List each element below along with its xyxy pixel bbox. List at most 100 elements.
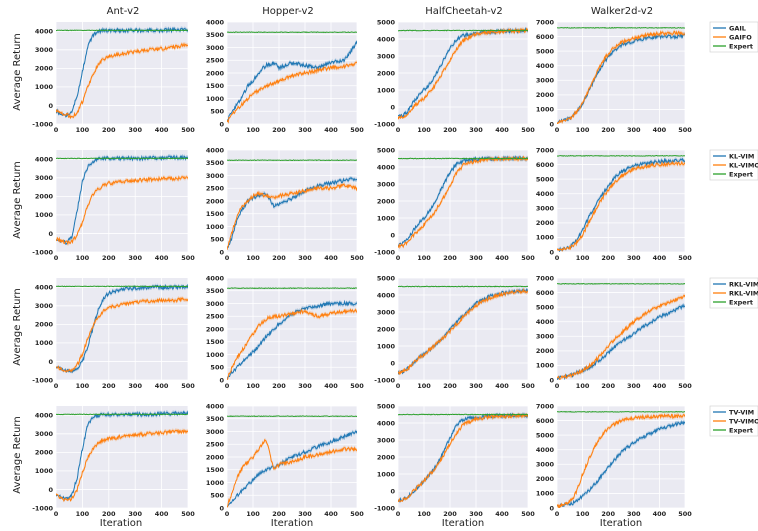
x-tick-label: 500 — [181, 126, 195, 134]
x-tick-label: 500 — [181, 382, 195, 390]
series-band-RKL-VIMO — [557, 293, 685, 380]
col-title-ant: Ant-v2 — [107, 6, 140, 17]
series-line-Expert — [398, 29, 528, 32]
y-tick-label: 0 — [390, 103, 395, 111]
series-line-Expert — [56, 413, 188, 416]
x-tick-label: 100 — [76, 510, 90, 518]
x-tick-label: 200 — [102, 254, 116, 262]
x-tick-label: 0 — [225, 510, 230, 518]
y-tick-label: 4000 — [536, 318, 555, 326]
y-tick-label: 3000 — [377, 436, 396, 444]
x-tick-label: 400 — [324, 510, 338, 518]
x-tick-label: 100 — [417, 254, 431, 262]
y-tick-label: 1000 — [206, 223, 225, 231]
y-tick-label: 4000 — [377, 291, 396, 299]
series-line-Expert — [398, 285, 528, 288]
x-tick-label: 500 — [181, 254, 195, 262]
x-tick-label: 0 — [54, 510, 59, 518]
series-band-RKL-VIM — [557, 302, 685, 380]
series-line-TV-VIMO — [398, 412, 528, 503]
series-band-RKL-VIMO — [227, 307, 357, 380]
x-tick-label: 100 — [76, 126, 90, 134]
y-tick-label: 3000 — [35, 430, 54, 438]
xlabel-col-3: Iteration — [600, 518, 642, 529]
y-tick-label: 7000 — [536, 146, 555, 154]
x-tick-label: 300 — [627, 126, 641, 134]
x-tick-label: 0 — [555, 254, 560, 262]
y-tick-label: 0 — [48, 230, 53, 238]
y-tick-label: 3000 — [377, 308, 396, 316]
panel-0-1: 0 500 1000 1500 2000 2500 3000 3500 4000 0 100 200 3… — [206, 18, 364, 134]
y-tick-label: 500 — [210, 108, 224, 116]
series-line-RKL-VIMO — [398, 287, 528, 375]
x-tick-label: 400 — [653, 254, 667, 262]
legend-label: KL-VIM — [729, 152, 754, 160]
y-tick-label: 0 — [219, 248, 224, 256]
x-tick-label: 500 — [678, 254, 692, 262]
y-tick-label: -1000 — [374, 120, 395, 128]
y-tick-label: -1000 — [374, 376, 395, 384]
y-tick-label: 0 — [219, 376, 224, 384]
col-title-hopper: Hopper-v2 — [262, 6, 314, 17]
y-tick-label: 1000 — [536, 234, 555, 242]
y-tick-label: 2000 — [377, 325, 396, 333]
y-tick-label: 7000 — [536, 274, 555, 282]
x-tick-label: 300 — [298, 382, 312, 390]
x-tick-label: 0 — [225, 254, 230, 262]
y-tick-label: 2500 — [206, 185, 225, 193]
y-tick-label: 4000 — [35, 156, 54, 164]
x-tick-label: 200 — [443, 254, 457, 262]
y-tick-label: 2000 — [35, 193, 54, 201]
series-line-GAIFO — [557, 30, 685, 124]
x-tick-label: 100 — [417, 382, 431, 390]
series-band-GAIL — [227, 39, 357, 123]
y-tick-label: 3000 — [35, 174, 54, 182]
series-line-Expert — [56, 285, 188, 288]
y-tick-label: 0 — [549, 376, 554, 384]
y-tick-label: 3000 — [377, 180, 396, 188]
x-tick-label: 300 — [469, 126, 483, 134]
x-tick-label: 500 — [521, 126, 535, 134]
x-tick-label: 400 — [324, 126, 338, 134]
x-tick-label: 0 — [54, 126, 59, 134]
x-tick-label: 200 — [601, 254, 615, 262]
x-tick-label: 400 — [155, 382, 169, 390]
x-tick-label: 400 — [653, 510, 667, 518]
y-tick-label: 1000 — [536, 362, 555, 370]
y-tick-label: 4000 — [206, 146, 225, 154]
series-line-TV-VIM — [557, 419, 685, 508]
x-tick-label: 500 — [678, 126, 692, 134]
x-tick-label: 0 — [225, 382, 230, 390]
series-line-RKL-VIMO — [557, 294, 685, 380]
x-tick-label: 300 — [128, 126, 142, 134]
y-tick-label: 2000 — [206, 453, 225, 461]
x-tick-label: 400 — [155, 254, 169, 262]
legends: GAILGAIFOExpertKL-VIMKL-VIMOExpertRKL-VI… — [709, 21, 758, 437]
y-tick-label: 2000 — [377, 453, 396, 461]
series-line-RKL-VIMO — [227, 308, 357, 380]
y-tick-label: 3000 — [536, 461, 555, 469]
y-tick-label: 1000 — [377, 214, 396, 222]
plot-area — [557, 278, 685, 380]
x-tick-label: 300 — [128, 382, 142, 390]
panel-2-3: 0 1000 2000 3000 4000 5000 6000 7000 0 100 200 300 4… — [536, 274, 692, 390]
series-line-Expert — [557, 282, 685, 285]
x-tick-label: 400 — [155, 126, 169, 134]
y-tick-label: 1000 — [35, 211, 54, 219]
x-tick-label: 400 — [495, 382, 509, 390]
y-tick-label: -1000 — [32, 248, 53, 256]
ylabel-row-0: Average Return — [12, 33, 23, 110]
x-tick-label: 500 — [678, 382, 692, 390]
panel-1-3: 0 1000 2000 3000 4000 5000 6000 7000 0 100 200 300 4… — [536, 146, 692, 262]
y-tick-label: 1000 — [206, 351, 225, 359]
y-tick-label: 3500 — [206, 287, 225, 295]
y-tick-label: 4000 — [377, 419, 396, 427]
legend-label: TV-VIM — [729, 408, 754, 416]
x-tick-label: 100 — [417, 126, 431, 134]
series-line-Expert — [557, 26, 685, 29]
x-tick-label: 100 — [246, 510, 260, 518]
legend-label: Expert — [729, 42, 753, 50]
plot-area — [557, 406, 685, 508]
